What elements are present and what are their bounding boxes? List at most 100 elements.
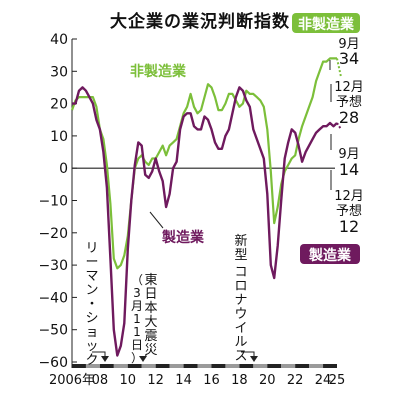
quake-annotation-char: 震 [144,329,157,344]
x-axis-segment [127,364,142,368]
covid-annotation-2-char: コ [234,265,247,280]
x-axis-segment [197,364,212,368]
covid-annotation-1-char: 型 [234,248,247,263]
lehman-annotation-char: リ [85,241,98,256]
quake-date-annotation-char: 3 [133,286,141,300]
y-tick-label: 10 [50,129,68,145]
quake-annotation-char: 大 [144,315,157,330]
x-axis-segment [169,364,184,368]
x-tick-label: 10 [120,373,137,388]
lehman-annotation-char: シ [85,311,98,326]
lehman-annotation-char: ン [85,283,98,298]
nonmfg-sep-period: 9月 [338,37,359,52]
covid-arrow-head [250,356,258,362]
lehman-annotation-char: ョ [85,325,98,340]
x-axis-segment [225,364,240,368]
lehman-annotation-char: ー [85,255,98,270]
series-layer [70,57,343,357]
x-axis-segment [113,364,128,368]
covid-annotation-2-char: ナ [234,293,247,308]
mfg-sep-period: 9月 [338,147,359,162]
covid-annotation-2-char: ル [234,335,247,350]
mfg-dec-value: 12 [339,217,359,236]
quake-date-annotation-char: ） [131,351,143,365]
lehman-annotation-char: ・ [85,297,98,312]
nonmanufacturing-forecast [336,58,343,79]
x-axis-segment [239,364,254,368]
nonmanufacturing-line [70,57,337,270]
y-tick-label: 0 [59,161,68,177]
quake-annotation-char: 東 [144,272,157,288]
chart-title: 大企業の業況判断指数 [110,12,290,32]
manufacturing-label-leader [149,211,164,229]
quake-date-annotation-char: 日 [131,338,143,352]
lehman-annotation-char: ク [85,353,98,368]
covid-annotation-2-char: ウ [234,307,247,322]
y-tick-label: −10 [38,194,68,210]
x-axis-segment [155,364,170,368]
nonmfg-dec-forecast: 予想 [336,94,362,110]
y-tick-label: −30 [38,258,68,274]
x-axis-segment [141,364,156,368]
x-tick-label: 18 [231,373,248,388]
manufacturing-line [72,86,338,357]
y-tick-label: 20 [50,97,68,113]
x-axis-segment [295,364,310,368]
x-tick-label: 16 [203,373,220,388]
mfg-dec-period: 12月 [334,189,364,204]
covid-annotation-2-char: ロ [234,279,247,294]
lehman-arrow-head [101,356,109,362]
x-axis-segment [211,364,226,368]
x-tick-label: 24 [315,373,332,388]
covid-annotation-2-char: イ [234,321,247,336]
x-tick-label: 22 [287,373,304,388]
annotations: 非製造業製造業非製造業製造業リーマン・ショック東日本大震災（3月11日）新型コロ… [85,13,360,368]
quake-date-annotation-char: 月 [131,299,143,313]
quake-date-annotation-char: （ [131,273,143,287]
x-axis-segment [323,364,337,368]
y-tick-label: −60 [38,355,68,371]
quake-annotation-char: 本 [144,301,157,316]
nonmanufacturing-line-label: 非製造業 [130,63,187,80]
y-tick-label: −50 [38,323,68,339]
covid-annotation-1: 新型 [234,233,247,263]
x-tick-label: 08 [92,373,109,388]
x-tick-label: 2006年 [49,373,95,388]
y-tick-label: 30 [50,64,68,80]
y-tick-label: −40 [38,290,68,306]
manufacturing-legend-label: 製造業 [308,247,352,264]
x-axis-segment [281,364,296,368]
x-axis-segment [85,364,100,368]
manufacturing-forecast [336,122,343,130]
x-tick-label: 12 [147,373,164,388]
quake-date-annotation-char: 1 [133,312,141,326]
quake-annotation-char: 災 [144,343,157,358]
y-tick-label: −20 [38,226,68,242]
lehman-annotation-char: ッ [85,339,98,354]
quake-annotation-char: 日 [144,287,157,302]
x-axis-segment [72,364,86,368]
x-tick-label: 14 [175,373,192,388]
y-tick-label: 40 [50,32,68,48]
quake-arrow-head [139,356,147,362]
x-axis-segment [309,364,324,368]
nonmfg-dec-value: 28 [339,108,359,127]
x-axis-segment [253,364,268,368]
x-axis-segment [99,364,114,368]
covid-annotation-1-char: 新 [234,233,247,249]
mfg-dec-forecast: 予想 [336,203,362,219]
x-tick-label: 20 [259,373,276,388]
manufacturing-legend-badge [300,244,360,264]
lehman-annotation-char: マ [85,269,98,284]
covid-annotation-2-char: ス [234,349,247,364]
nonmanufacturing-legend-label: 非製造業 [298,16,355,33]
x-axis-segment [267,364,282,368]
manufacturing-line-label: 製造業 [161,229,205,246]
nonmanufacturing-legend-badge [292,13,360,33]
nonmfg-dec-period: 12月 [334,80,364,95]
